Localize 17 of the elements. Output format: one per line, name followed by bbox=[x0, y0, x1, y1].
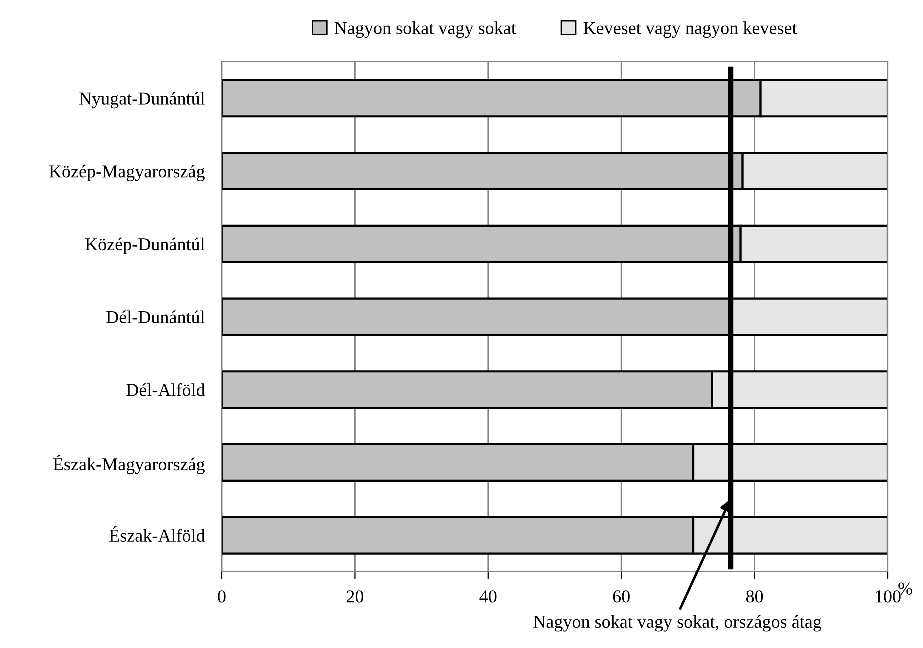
y-tick-label: Észak-Alföld bbox=[110, 526, 206, 542]
x-tick-label: 40 bbox=[480, 590, 497, 603]
x-tick-label: 60 bbox=[613, 590, 630, 603]
y-tick-label: Közép-Magyarország bbox=[49, 165, 205, 182]
legend-label: Keveset vagy nagyon keveset bbox=[584, 22, 798, 38]
y-tick-label: Dél-Dunántúl bbox=[106, 310, 205, 324]
y-tick-label: Nyugat-Dunántúl bbox=[79, 92, 205, 109]
x-tick-label: 0 bbox=[218, 590, 226, 603]
legend-label: Nagyon sokat vagy sokat bbox=[334, 22, 516, 38]
x-tick-label: 80 bbox=[746, 590, 764, 603]
x-tick-label: 100 bbox=[876, 590, 901, 603]
ref-line-label: Nagyon sokat vagy sokat, országos átag bbox=[534, 615, 822, 632]
y-tick-label: Közép-Dunántúl bbox=[86, 238, 205, 254]
y-tick-label: Észak-Magyarország bbox=[53, 454, 205, 474]
x-axis-title: % bbox=[898, 582, 912, 595]
y-tick-label: Dél-Alföld bbox=[126, 383, 206, 396]
x-tick-label: 20 bbox=[346, 590, 364, 603]
